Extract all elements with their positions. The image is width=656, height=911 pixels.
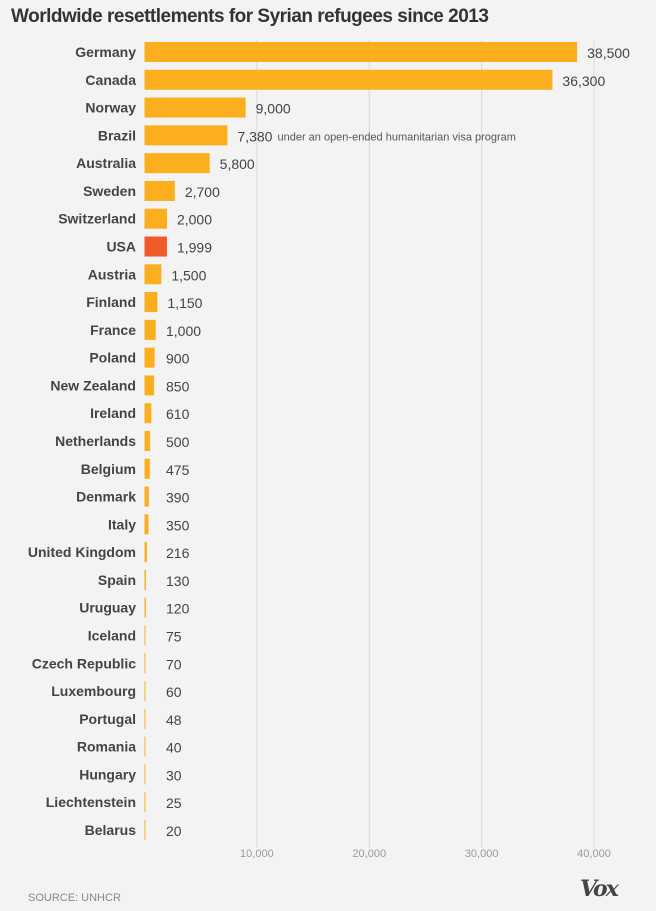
category-label: Spain — [98, 572, 136, 588]
x-tick-label: 10,000 — [240, 848, 274, 860]
value-label: 350 — [166, 517, 190, 533]
value-label: 216 — [166, 545, 190, 561]
category-label: Brazil — [98, 127, 136, 143]
category-label: Uruguay — [79, 600, 136, 616]
bar-belarus — [144, 820, 146, 840]
bar-portugal — [144, 708, 146, 729]
value-label: 2,000 — [177, 212, 212, 228]
category-label: Poland — [89, 350, 136, 366]
x-tick-label: 20,000 — [352, 848, 386, 860]
bar-poland — [144, 347, 155, 368]
value-label: 850 — [166, 378, 190, 394]
category-label: Italy — [108, 516, 136, 532]
value-label: 5,800 — [220, 156, 255, 172]
category-label: Romania — [77, 739, 136, 755]
value-label: 1,999 — [177, 240, 212, 256]
bar-usa — [144, 236, 167, 257]
bar-luxembourg — [144, 681, 146, 702]
bar-liechtenstein — [144, 792, 146, 813]
category-label: Australia — [76, 155, 136, 171]
category-label: Finland — [86, 294, 136, 310]
bar-denmark — [144, 486, 149, 507]
vox-logo: Vox — [580, 876, 619, 902]
category-label: Sweden — [83, 183, 136, 199]
category-label: Hungary — [79, 766, 136, 782]
bar-czech-republic — [144, 653, 146, 674]
bar-ireland — [144, 403, 152, 424]
source-note: SOURCE: UNHCR — [28, 892, 121, 904]
value-label: 120 — [166, 601, 190, 617]
bar-spain — [144, 569, 146, 590]
bar-sweden — [144, 180, 175, 201]
value-label: 390 — [166, 490, 190, 506]
category-label: Netherlands — [55, 433, 136, 449]
category-label: Canada — [85, 72, 136, 88]
bar-austria — [144, 264, 162, 285]
value-label: 1,150 — [167, 295, 202, 311]
value-label: 1,000 — [166, 323, 201, 339]
category-label: Germany — [75, 44, 136, 60]
bar-hungary — [144, 764, 146, 785]
bar-netherlands — [144, 431, 151, 451]
value-label: 40 — [166, 740, 182, 756]
category-label: USA — [106, 239, 136, 255]
value-label: 610 — [166, 406, 190, 422]
bar-canada — [144, 69, 553, 90]
bar-germany — [144, 42, 578, 62]
category-label: Liechtenstein — [46, 794, 136, 810]
category-label: United Kingdom — [28, 544, 136, 560]
value-label: 38,500 — [587, 45, 630, 61]
bar-chart: 10,000 20,000 30,000 40,000 Germany 38,500 Can… — [28, 40, 630, 860]
category-label: Portugal — [79, 711, 136, 727]
value-label: 900 — [166, 351, 190, 367]
bar-finland — [144, 292, 158, 313]
bar-australia — [144, 153, 210, 174]
value-label: 475 — [166, 462, 190, 478]
category-label: New Zealand — [50, 377, 136, 393]
bar-uruguay — [144, 597, 146, 618]
x-tick-label: 40,000 — [577, 848, 611, 860]
value-label: 36,300 — [562, 73, 605, 89]
category-label: Switzerland — [58, 211, 136, 227]
category-label: Denmark — [76, 489, 136, 505]
bar-brazil — [144, 125, 228, 146]
value-label: 7,380 — [237, 128, 272, 144]
category-label: Norway — [85, 100, 136, 116]
value-label: 70 — [166, 656, 182, 672]
value-label: 9,000 — [256, 101, 291, 117]
value-label: 30 — [166, 767, 182, 783]
bar-france — [144, 319, 156, 340]
category-label: Luxembourg — [51, 683, 136, 699]
category-label: Iceland — [88, 628, 136, 644]
bar-belgium — [144, 458, 150, 479]
bar-iceland — [144, 625, 146, 646]
value-label: 500 — [166, 434, 190, 450]
category-label: Czech Republic — [32, 655, 136, 671]
bar-new-zealand — [144, 375, 155, 396]
value-label: 2,700 — [185, 184, 220, 200]
value-label: 75 — [166, 629, 182, 645]
bar-romania — [144, 736, 146, 757]
value-label: 1,500 — [171, 267, 206, 283]
bar-switzerland — [144, 208, 167, 229]
chart-title: Worldwide resettlements for Syrian refug… — [11, 6, 489, 27]
category-label: France — [90, 322, 136, 338]
value-label: 130 — [166, 573, 190, 589]
bar-norway — [144, 97, 246, 118]
value-label: 48 — [166, 712, 182, 728]
category-label: Belarus — [85, 822, 137, 838]
value-label: 20 — [166, 823, 182, 839]
annotation: under an open-ended humanitarian visa pr… — [277, 131, 516, 143]
bar-united-kingdom — [144, 542, 147, 563]
category-label: Austria — [88, 266, 136, 282]
category-label: Ireland — [90, 405, 136, 421]
x-tick-label: 30,000 — [465, 848, 499, 860]
value-label: 60 — [166, 684, 182, 700]
bar-italy — [144, 514, 149, 535]
value-label: 25 — [166, 795, 182, 811]
category-label: Belgium — [81, 461, 136, 477]
